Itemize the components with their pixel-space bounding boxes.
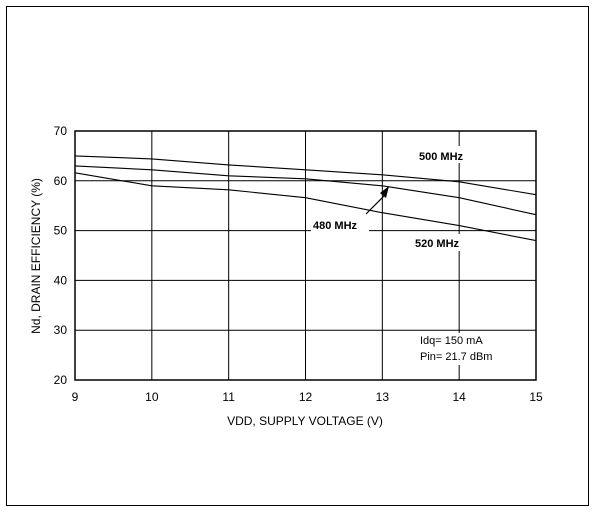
y-tick-label: 70: [54, 124, 68, 138]
x-tick-label: 15: [529, 390, 543, 404]
x-tick-labels: 9 10 11 12 13 14 15: [72, 390, 543, 404]
y-tick-label: 30: [54, 323, 68, 337]
note-idq: Idq= 150 mA: [420, 335, 483, 347]
annotation-arrowhead: [380, 186, 389, 198]
series-lines: [74, 155, 537, 242]
x-tick-label: 9: [72, 390, 79, 404]
plot-area-border: [74, 130, 537, 381]
chart-frame: [6, 6, 589, 506]
series-label-500mhz: 500 MHz: [419, 151, 464, 163]
annotation-arrow-line: [365, 195, 385, 215]
x-tick-label: 13: [376, 390, 390, 404]
conditions-note-bg: [416, 333, 514, 365]
x-tick-label: 10: [145, 390, 159, 404]
y-tick-label: 40: [54, 273, 68, 287]
y-tick-label: 50: [54, 224, 68, 238]
x-tick-label: 12: [299, 390, 313, 404]
series-label-520-bg: [413, 234, 471, 251]
y-tick-label: 20: [54, 373, 68, 387]
series-line-2: [74, 172, 537, 242]
y-tick-labels: 20 30 40 50 60 70: [54, 124, 68, 387]
series-label-500-bg: [416, 146, 474, 163]
series-line-1: [74, 165, 537, 216]
x-tick-label: 14: [452, 390, 466, 404]
x-axis-title: VDD, SUPPLY VOLTAGE (V): [227, 414, 383, 428]
series-line-0: [74, 155, 537, 196]
series-label-480-bg: [311, 216, 369, 233]
note-pin: Pin= 21.7 dBm: [420, 351, 492, 363]
x-tick-label: 11: [222, 390, 235, 404]
y-tick-label: 60: [54, 174, 68, 188]
series-label-520mhz: 520 MHz: [415, 238, 460, 250]
y-axis-title: Nd, DRAIN EFFICIENCY (%): [29, 178, 43, 334]
series-label-480mhz: 480 MHz: [313, 220, 358, 232]
